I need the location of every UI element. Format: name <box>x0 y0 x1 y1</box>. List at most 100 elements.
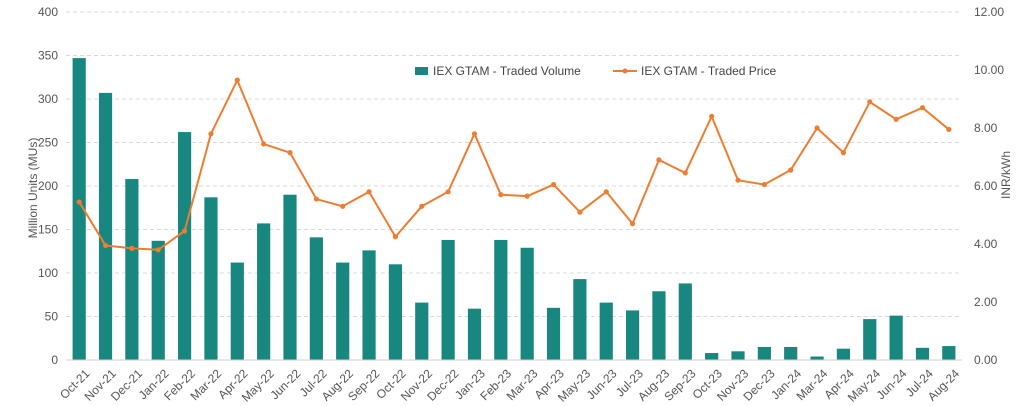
y-axis-title: Million Units (MUs) <box>26 138 40 239</box>
volume-bar <box>731 351 745 360</box>
y-tick-label: 200 <box>38 179 58 193</box>
y-tick-label: 300 <box>38 92 58 106</box>
price-point <box>102 242 109 249</box>
volume-bar <box>309 237 323 360</box>
price-point <box>208 131 214 137</box>
volume-bar <box>757 346 771 360</box>
volume-bar <box>204 197 218 360</box>
y2-tick-label: 10.00 <box>974 63 1004 77</box>
y-tick-label: 250 <box>38 136 58 150</box>
volume-bar <box>72 58 86 361</box>
y2-tick-label: 6.00 <box>974 179 998 193</box>
price-point <box>761 181 767 188</box>
volume-bar <box>336 262 350 360</box>
legend-swatch-volume <box>415 67 428 75</box>
volume-bar <box>520 247 534 360</box>
price-point <box>893 116 899 122</box>
volume-bar <box>863 319 877 360</box>
y2-tick-label: 0.00 <box>974 353 998 367</box>
volume-bar <box>125 179 139 360</box>
volume-bar <box>915 347 930 360</box>
price-point <box>788 167 794 173</box>
price-point <box>445 189 451 195</box>
price-point <box>656 157 662 163</box>
y-tick-label: 150 <box>38 223 58 237</box>
y2-tick-label: 8.00 <box>974 121 998 135</box>
x-tick-label: Jun-24 <box>874 366 910 402</box>
price-point <box>287 150 293 156</box>
price-point <box>524 193 530 199</box>
price-point <box>867 99 873 105</box>
y-tick-label: 100 <box>38 266 58 280</box>
price-point <box>946 126 952 133</box>
price-point <box>313 196 319 202</box>
x-tick-label: Jun-22 <box>267 366 303 402</box>
volume-bar <box>836 348 850 360</box>
legend-label-price: IEX GTAM - Traded Price <box>641 64 776 78</box>
price-point <box>498 192 504 198</box>
price-point <box>709 113 715 119</box>
price-point <box>76 199 82 205</box>
price-point <box>682 170 688 176</box>
price-point <box>181 228 188 234</box>
legend: IEX GTAM - Traded Volume IEX GTAM - Trad… <box>415 64 776 78</box>
y2-tick-label: 2.00 <box>974 295 998 309</box>
volume-bar <box>810 356 824 360</box>
price-point <box>261 141 267 147</box>
volume-bar <box>257 223 271 360</box>
price-point <box>577 209 583 215</box>
price-point <box>366 189 372 195</box>
price-point <box>392 234 399 240</box>
volume-bar <box>784 346 798 360</box>
y2-tick-label: 12.00 <box>974 5 1004 19</box>
left-axis-ticks: 0 50 100 150 200 250 300 350 400 <box>38 5 58 367</box>
price-point <box>155 247 161 253</box>
volume-bar <box>467 308 482 360</box>
y-tick-label: 350 <box>38 49 58 63</box>
price-point <box>840 150 847 156</box>
legend-label-volume: IEX GTAM - Traded Volume <box>433 64 581 78</box>
volume-bar <box>546 307 561 360</box>
x-axis-ticks: Oct-21Nov-21Dec-21Jan-22Feb-22Mar-22Apr-… <box>57 366 962 404</box>
volume-bars <box>72 58 956 361</box>
price-point <box>814 125 820 131</box>
volume-bar <box>441 239 455 360</box>
price-point <box>735 177 741 183</box>
legend-swatch-price-marker <box>622 68 628 74</box>
y-tick-label: 400 <box>38 5 58 19</box>
y2-tick-label: 4.00 <box>974 237 998 251</box>
y-tick-label: 50 <box>45 310 59 324</box>
price-line <box>78 79 950 251</box>
price-point <box>234 77 240 83</box>
y-tick-label: 0 <box>51 353 58 367</box>
volume-bar <box>599 302 613 360</box>
volume-bar <box>151 240 165 360</box>
volume-bar <box>494 239 508 360</box>
price-point <box>471 131 478 137</box>
x-tick-label: Jun-23 <box>584 366 620 402</box>
price-point <box>129 245 135 251</box>
price-line-series <box>76 77 952 253</box>
price-point <box>419 203 425 209</box>
price-point <box>340 203 346 209</box>
volume-bar <box>889 315 903 360</box>
price-point <box>919 105 926 111</box>
volume-bar <box>362 250 376 360</box>
price-point <box>603 189 609 195</box>
volume-bar <box>942 346 956 360</box>
volume-bar <box>678 283 692 360</box>
right-axis-ticks: 0.00 2.00 4.00 6.00 8.00 10.00 12.00 <box>974 5 1004 367</box>
price-point <box>550 181 557 188</box>
y2-axis-title: INR/kWh <box>999 151 1013 199</box>
volume-bar <box>388 264 402 360</box>
gridlines <box>66 11 962 317</box>
volume-bar <box>573 279 587 360</box>
volume-bar <box>652 291 666 360</box>
volume-bar <box>98 92 113 360</box>
volume-bar <box>415 302 429 360</box>
volume-bar <box>230 262 244 360</box>
volume-bar <box>626 310 640 360</box>
volume-bar <box>178 132 192 360</box>
volume-bar <box>283 194 297 360</box>
volume-bar <box>705 353 719 360</box>
